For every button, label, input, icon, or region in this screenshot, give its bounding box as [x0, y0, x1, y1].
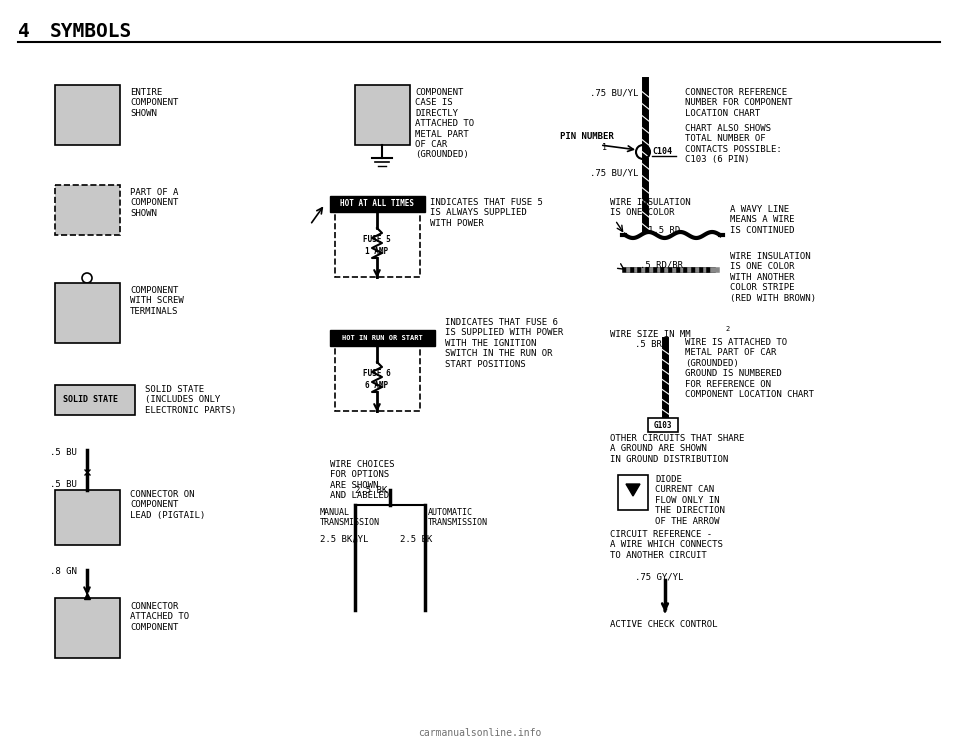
Text: .5 BU: .5 BU [50, 448, 77, 457]
Text: 2.5 BK: 2.5 BK [355, 486, 387, 495]
Text: ACTIVE CHECK CONTROL: ACTIVE CHECK CONTROL [610, 620, 717, 629]
Bar [55, 490, 120, 545]
Bar [355, 85, 410, 145]
Text: 1 AMP: 1 AMP [366, 248, 389, 257]
Bar [648, 418, 678, 432]
Text: SOLID STATE
(INCLUDES ONLY
ELECTRONIC PARTS): SOLID STATE (INCLUDES ONLY ELECTRONIC PA… [145, 385, 236, 415]
Text: CONNECTOR REFERENCE
NUMBER FOR COMPONENT
LOCATION CHART: CONNECTOR REFERENCE NUMBER FOR COMPONENT… [685, 88, 793, 118]
Text: 6 AMP: 6 AMP [366, 381, 389, 390]
Text: OTHER CIRCUITS THAT SHARE
A GROUND ARE SHOWN
IN GROUND DISTRIBUTION: OTHER CIRCUITS THAT SHARE A GROUND ARE S… [610, 434, 744, 464]
Text: 1: 1 [602, 143, 607, 152]
Text: C104: C104 [652, 148, 672, 157]
Text: 1.5 RD: 1.5 RD [648, 226, 681, 235]
Bar [330, 196, 425, 212]
Bar [55, 385, 135, 415]
Text: .5 BR: .5 BR [635, 340, 661, 349]
Text: .5 RD/BR: .5 RD/BR [640, 260, 683, 269]
Text: carmanualsonline.info: carmanualsonline.info [419, 728, 541, 738]
Text: .75 BU/YL: .75 BU/YL [590, 168, 638, 177]
Text: SYMBOLS: SYMBOLS [50, 22, 132, 41]
Text: FUSE 6: FUSE 6 [363, 369, 391, 378]
Bar [335, 346, 420, 411]
Text: G103: G103 [654, 421, 672, 430]
Text: WIRE IS ATTACHED TO
METAL PART OF CAR
(GROUNDED)
GROUND IS NUMBERED
FOR REFERENC: WIRE IS ATTACHED TO METAL PART OF CAR (G… [685, 338, 814, 399]
Bar [55, 185, 120, 235]
Text: 2.5 BK/YL: 2.5 BK/YL [320, 535, 369, 544]
Text: 2.5 BK: 2.5 BK [400, 535, 432, 544]
Polygon shape [626, 484, 640, 496]
Text: COMPONENT
WITH SCREW
TERMINALS: COMPONENT WITH SCREW TERMINALS [130, 286, 183, 316]
Text: .75 GY/YL: .75 GY/YL [635, 573, 684, 582]
Text: SOLID STATE: SOLID STATE [63, 395, 118, 404]
Text: AUTOMATIC
TRANSMISSION: AUTOMATIC TRANSMISSION [428, 508, 488, 527]
Bar [55, 283, 120, 343]
Text: CONNECTOR ON
COMPONENT
LEAD (PIGTAIL): CONNECTOR ON COMPONENT LEAD (PIGTAIL) [130, 490, 205, 520]
Text: COMPONENT
CASE IS
DIRECTLY
ATTACHED TO
METAL PART
OF CAR
(GROUNDED): COMPONENT CASE IS DIRECTLY ATTACHED TO M… [415, 88, 474, 160]
Text: 2: 2 [725, 326, 730, 332]
Text: HOT IN RUN OR START: HOT IN RUN OR START [342, 335, 422, 341]
Text: .8 GN: .8 GN [50, 567, 77, 576]
Text: .5 BU: .5 BU [50, 480, 77, 489]
Text: INDICATES THAT FUSE 6
IS SUPPLIED WITH POWER
WITH THE IGNITION
SWITCH IN THE RUN: INDICATES THAT FUSE 6 IS SUPPLIED WITH P… [445, 318, 564, 369]
Bar [335, 212, 420, 277]
Text: WIRE CHOICES
FOR OPTIONS
ARE SHOWN
AND LABELED: WIRE CHOICES FOR OPTIONS ARE SHOWN AND L… [330, 460, 395, 501]
Text: A WAVY LINE
MEANS A WIRE
IS CONTINUED: A WAVY LINE MEANS A WIRE IS CONTINUED [730, 205, 795, 235]
Text: PIN NUMBER: PIN NUMBER [560, 132, 613, 141]
Text: CIRCUIT REFERENCE -
A WIRE WHICH CONNECTS
TO ANOTHER CIRCUIT: CIRCUIT REFERENCE - A WIRE WHICH CONNECT… [610, 530, 723, 560]
Text: 4: 4 [18, 22, 30, 41]
Bar [55, 598, 120, 658]
Text: WIRE INSULATION
IS ONE COLOR
WITH ANOTHER
COLOR STRIPE
(RED WITH BROWN): WIRE INSULATION IS ONE COLOR WITH ANOTHE… [730, 252, 816, 303]
Text: HOT AT ALL TIMES: HOT AT ALL TIMES [340, 199, 414, 208]
Text: WIRE INSULATION
IS ONE COLOR: WIRE INSULATION IS ONE COLOR [610, 198, 690, 217]
Text: DIODE
CURRENT CAN
FLOW ONLY IN
THE DIRECTION
OF THE ARROW: DIODE CURRENT CAN FLOW ONLY IN THE DIREC… [655, 475, 725, 526]
Text: .75 BU/YL: .75 BU/YL [590, 88, 638, 97]
Text: INDICATES THAT FUSE 5
IS ALWAYS SUPPLIED
WITH POWER: INDICATES THAT FUSE 5 IS ALWAYS SUPPLIED… [430, 198, 542, 228]
Text: CHART ALSO SHOWS
TOTAL NUMBER OF
CONTACTS POSSIBLE:
C103 (6 PIN): CHART ALSO SHOWS TOTAL NUMBER OF CONTACT… [685, 124, 781, 164]
Text: WIRE SIZE IN MM: WIRE SIZE IN MM [610, 330, 690, 339]
Bar [55, 85, 120, 145]
Bar [618, 475, 648, 510]
Text: ENTIRE
COMPONENT
SHOWN: ENTIRE COMPONENT SHOWN [130, 88, 179, 118]
Text: FUSE 5: FUSE 5 [363, 236, 391, 245]
Text: MANUAL
TRANSMISSION: MANUAL TRANSMISSION [320, 508, 380, 527]
Text: PART OF A
COMPONENT
SHOWN: PART OF A COMPONENT SHOWN [130, 188, 179, 218]
Bar [330, 330, 435, 346]
Text: CONNECTOR
ATTACHED TO
COMPONENT: CONNECTOR ATTACHED TO COMPONENT [130, 602, 189, 632]
